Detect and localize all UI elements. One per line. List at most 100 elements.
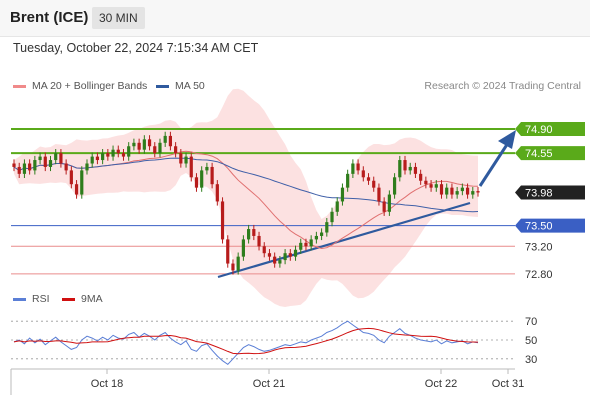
legend-ma20: MA 20 + Bollinger Bands [13, 80, 147, 92]
candle-body [132, 142, 136, 147]
candle-body [273, 256, 277, 264]
candle-body [346, 173, 350, 188]
candle-body [325, 222, 329, 233]
legend-rsi-label: RSI [32, 293, 50, 305]
candle-body [299, 242, 303, 250]
candle-body [48, 160, 53, 167]
level-label-73-98-tag [515, 185, 585, 200]
ma50-line [13, 157, 479, 213]
candle-body [106, 153, 110, 157]
candle-body [476, 191, 480, 193]
candle-body [460, 187, 464, 192]
candle-body [17, 166, 21, 174]
candle-body [387, 194, 391, 212]
rsi-tick-70: 70 [525, 316, 537, 328]
candles [12, 131, 480, 275]
candle-body [439, 184, 444, 195]
projection-arrow [478, 142, 510, 187]
chart-header: Brent (ICE) 30 MIN [0, 0, 590, 37]
x-label-oct-31: Oct 31 [492, 378, 524, 390]
candle-body [236, 256, 240, 271]
candle-body [372, 180, 376, 188]
candle-body [194, 177, 199, 188]
candle-body [174, 146, 178, 154]
candle-body [38, 156, 42, 161]
candle-body [54, 153, 58, 161]
level-label-73-50-bg [515, 218, 585, 233]
level-label-72-80: 72.80 [525, 269, 553, 281]
legend-9ma: 9MA [62, 293, 103, 305]
candle-body [330, 211, 334, 223]
candle-body [226, 239, 230, 264]
candle-body [215, 184, 219, 202]
level-label-74-90-bg [515, 122, 585, 136]
candle-body [335, 201, 339, 212]
candle-body [413, 166, 418, 174]
x-label-oct-22: Oct 22 [425, 378, 457, 390]
projection-arrowhead [498, 130, 516, 149]
level-label-74-55-tag [515, 146, 585, 161]
candle-body [33, 160, 37, 171]
candle-body [127, 146, 131, 157]
candle-body [205, 166, 209, 171]
candle-body [28, 163, 32, 171]
candle-body [465, 187, 470, 195]
candle-body [278, 260, 282, 264]
candle-body [12, 163, 16, 167]
candle-body [304, 242, 308, 247]
candle-body [101, 153, 105, 161]
candle-body [377, 187, 381, 202]
candle-body [392, 177, 397, 195]
candle-body [283, 253, 287, 261]
candle-body [231, 263, 235, 271]
candle-body [69, 170, 73, 185]
candle-body [137, 142, 141, 150]
candle-body [257, 235, 261, 247]
level-label-74-55-bg [515, 146, 585, 161]
candle-body [158, 142, 162, 154]
candle-body [403, 160, 407, 171]
candle-body [22, 163, 27, 174]
rsi-tick-30: 30 [525, 354, 537, 366]
level-label-73-98: 73.98 [525, 187, 553, 199]
candle-body [424, 180, 428, 185]
candle-body [398, 160, 402, 178]
candle-body [43, 156, 47, 167]
candle-body [267, 253, 272, 257]
candle-body [408, 166, 412, 171]
legend-ma20-label: MA 20 + Bollinger Bands [32, 80, 148, 92]
candle-body [184, 156, 188, 164]
candle-body [163, 135, 167, 143]
candle-body [319, 232, 324, 236]
timestamp: Tuesday, October 22, 2024 7:15:34 AM CET [13, 41, 259, 55]
candle-body [142, 139, 146, 150]
candle-body [147, 139, 152, 147]
candle-body [168, 135, 173, 147]
candle-body [445, 187, 449, 195]
legend-ma20-swatch [13, 84, 26, 88]
candle-body [74, 184, 79, 195]
candle-body [262, 246, 266, 254]
candle-body [59, 153, 63, 164]
legend-ma50-label: MA 50 [175, 80, 205, 92]
x-label-oct-18: Oct 18 [91, 378, 123, 390]
instrument-title: Brent (ICE) [10, 9, 89, 26]
candle-body [121, 153, 126, 157]
candle-body [247, 229, 251, 240]
candle-body [210, 166, 214, 185]
legend-ma50-swatch [156, 84, 169, 88]
level-label-73-20: 73.20 [525, 241, 553, 253]
candle-body [85, 163, 89, 171]
candle-body [64, 163, 68, 171]
candle-body [179, 153, 183, 164]
candle-body [450, 187, 454, 195]
x-label-oct-21: Oct 21 [253, 378, 285, 390]
candle-body [382, 201, 386, 212]
candle-body [288, 253, 292, 257]
candle-body [116, 149, 120, 154]
candle-body [95, 156, 100, 161]
timeframe-badge[interactable]: 30 MIN [92, 7, 145, 29]
candle-body [241, 239, 245, 257]
trendline [217, 201, 471, 279]
